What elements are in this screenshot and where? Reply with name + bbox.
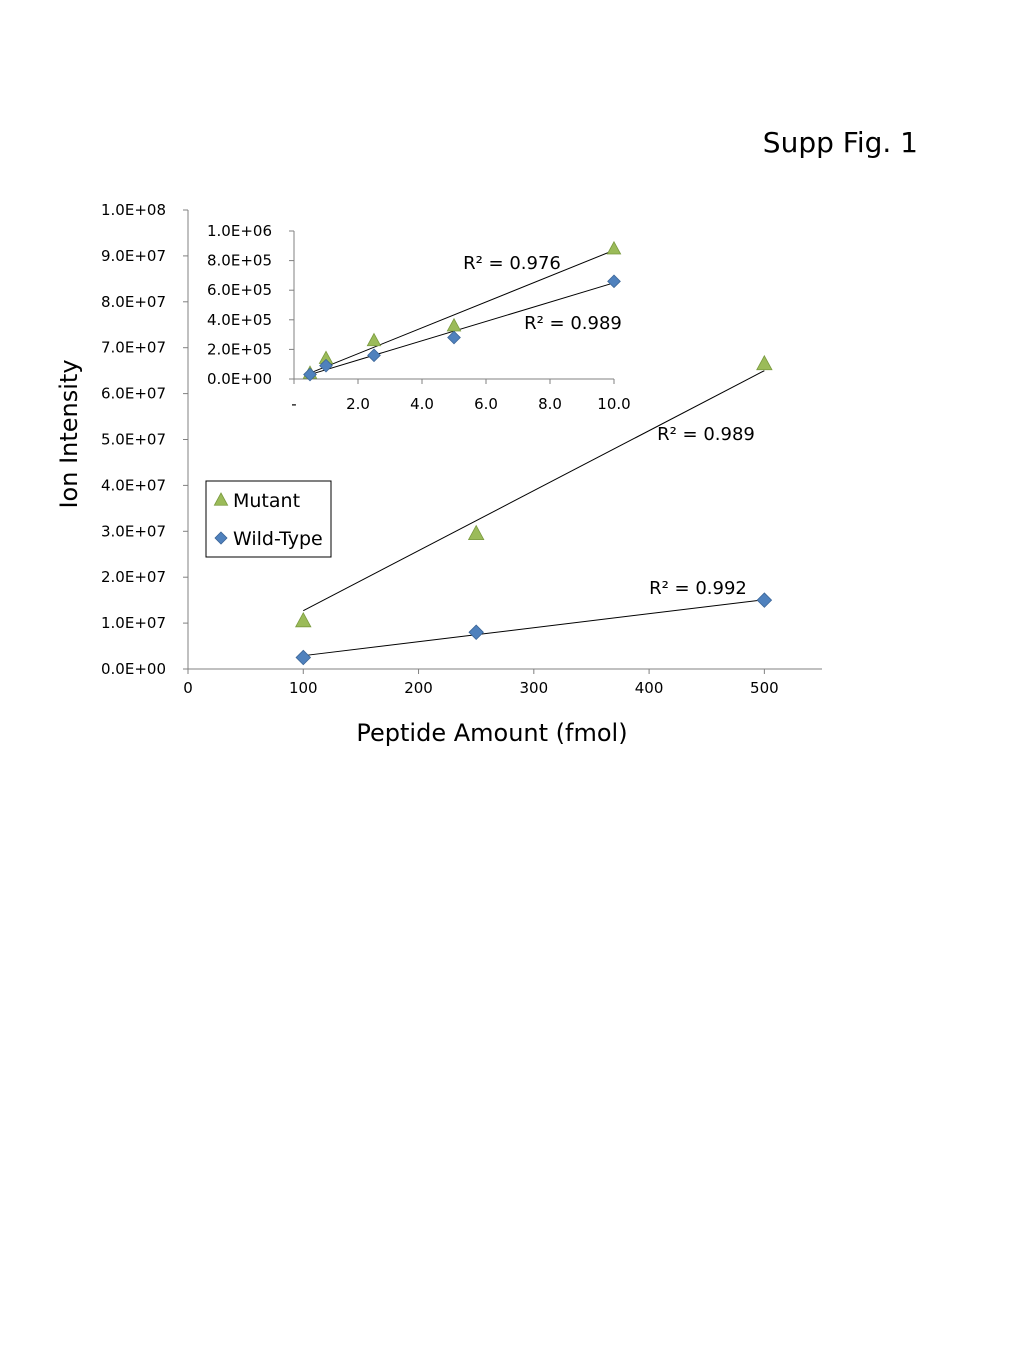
main-y-tick-label: 1.0E+08 — [101, 201, 166, 219]
main-wild-type-r2-label: R² = 0.992 — [649, 578, 747, 599]
figure-label: Supp Fig. 1 — [763, 126, 918, 159]
main-y-tick-label: 4.0E+07 — [101, 476, 166, 494]
main-chart: 0.0E+00 1.0E+07 2.0E+07 3.0E+07 4.0E+07 5.0E+… — [55, 201, 822, 747]
inset-y-tick-label: 2.0E+05 — [207, 340, 272, 358]
main-wild-type-point — [468, 624, 484, 641]
inset-y-tick-label: 1.0E+06 — [207, 222, 272, 240]
legend-wild-type-marker — [214, 531, 228, 545]
main-wild-type-point — [756, 592, 773, 608]
main-y-tick-label: 1.0E+07 — [101, 614, 166, 632]
inset-mutant-point — [366, 332, 382, 347]
legend-entry-label: Mutant — [233, 490, 300, 512]
inset-y-tick-label: 6.0E+05 — [207, 281, 272, 299]
inset-fit-lines — [309, 249, 615, 376]
main-r2-labels: R² = 0.989 R² = 0.992 — [649, 424, 755, 599]
inset-y-tick-label: 8.0E+05 — [207, 252, 272, 270]
inset-wild-type-point — [303, 367, 317, 382]
main-wild-type-point — [295, 649, 312, 666]
inset-wild-type-r2-label: R² = 0.989 — [524, 313, 622, 334]
main-data-points — [295, 354, 773, 666]
main-y-tick-label: 0.0E+00 — [101, 660, 166, 678]
inset-data-points — [302, 240, 622, 382]
inset-wild-type-point — [447, 330, 461, 345]
main-x-tick-label: 0 — [183, 679, 193, 697]
inset-mutant-r2-label: R² = 0.976 — [463, 253, 561, 274]
main-mutant-r2-label: R² = 0.989 — [657, 424, 755, 445]
inset-x-tick-label: - — [291, 395, 296, 413]
main-x-tick-label: 500 — [750, 679, 779, 697]
inset-x-tick-label: 2.0 — [346, 395, 370, 413]
main-y-tick-label: 7.0E+07 — [101, 339, 166, 357]
inset-axes: 0.0E+00 2.0E+05 4.0E+05 6.0E+05 8.0E+05 1.0E+… — [194, 217, 644, 415]
inset-x-tick-label: 6.0 — [474, 395, 498, 413]
inset-mutant-fit-line — [309, 249, 615, 374]
main-x-axis-title: Peptide Amount (fmol) — [356, 719, 627, 747]
main-fit-lines — [303, 370, 765, 657]
main-mutant-point — [467, 524, 485, 540]
inset-x-tick-label: 8.0 — [538, 395, 562, 413]
inset-chart: 0.0E+00 2.0E+05 4.0E+05 6.0E+05 8.0E+05 1.0E+… — [194, 217, 644, 415]
inset-x-tick-label: 10.0 — [597, 395, 630, 413]
main-mutant-point — [295, 611, 312, 628]
main-x-tick-label: 300 — [519, 679, 548, 697]
main-y-tick-label: 9.0E+07 — [101, 247, 166, 265]
legend-entry-label: Wild-Type — [233, 528, 323, 550]
main-x-tick-label: 100 — [289, 679, 318, 697]
inset-wild-type-fit-line — [309, 282, 615, 376]
main-x-tick-label: 200 — [404, 679, 433, 697]
inset-r2-labels: R² = 0.976 R² = 0.989 — [463, 253, 622, 334]
inset-wild-type-point — [319, 358, 333, 373]
main-y-tick-label: 6.0E+07 — [101, 385, 166, 403]
main-y-tick-label: 3.0E+07 — [101, 522, 166, 540]
main-y-axis-title: Ion Intensity — [55, 359, 83, 508]
inset-mutant-point — [606, 240, 622, 255]
legend: Mutant Wild-Type — [205, 480, 332, 558]
legend-mutant-marker — [213, 492, 229, 506]
main-y-tick-label: 2.0E+07 — [101, 568, 166, 586]
legend-box — [205, 480, 332, 558]
main-wild-type-fit-line — [303, 599, 765, 657]
inset-y-tick-label: 4.0E+05 — [207, 311, 272, 329]
main-mutant-fit-line — [303, 370, 765, 612]
inset-backdrop — [194, 217, 644, 415]
main-mutant-point — [756, 354, 773, 371]
inset-x-tick-label: 4.0 — [410, 395, 434, 413]
main-x-tick-label: 400 — [635, 679, 664, 697]
main-y-tick-label: 5.0E+07 — [101, 431, 166, 449]
inset-wild-type-point — [607, 274, 621, 289]
main-axes: 0.0E+00 1.0E+07 2.0E+07 3.0E+07 4.0E+07 5.0E+… — [55, 201, 822, 747]
inset-y-tick-label: 0.0E+00 — [207, 370, 272, 388]
inset-wild-type-point — [367, 348, 381, 363]
main-y-tick-label: 8.0E+07 — [101, 293, 166, 311]
